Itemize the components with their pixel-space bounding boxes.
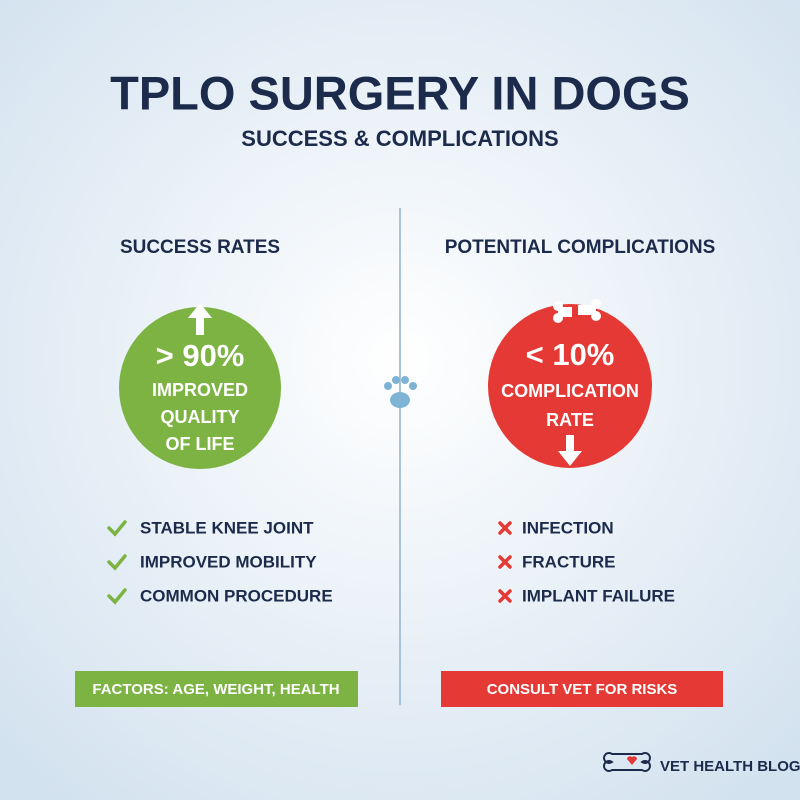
success-label: OF LIFE	[166, 434, 235, 454]
brand-heart	[627, 756, 637, 765]
title: TPLO SURGERY IN DOGS	[110, 66, 690, 119]
success-label: IMPROVED	[152, 380, 248, 400]
brand-logo	[603, 752, 651, 772]
right-heading: POTENTIAL COMPLICATIONS	[445, 237, 716, 258]
left-footer: FACTORS: AGE, WEIGHT, HEALTH	[92, 681, 339, 698]
check-icons	[107, 520, 127, 605]
complication-item: INFECTION	[522, 518, 614, 537]
success-item: COMMON PROCEDURE	[140, 586, 333, 605]
left-heading: SUCCESS RATES	[120, 237, 280, 258]
complication-stat: < 10%	[526, 337, 615, 372]
broken-bone-icon	[553, 299, 601, 323]
up-arrow	[188, 303, 212, 335]
right-footer-bar	[441, 671, 723, 707]
complication-label: RATE	[546, 410, 594, 430]
complication-item: FRACTURE	[522, 552, 616, 571]
subtitle: SUCCESS & COMPLICATIONS	[241, 126, 558, 151]
brand: VET HEALTH BLOG	[660, 758, 800, 775]
success-stat: > 90%	[156, 338, 245, 373]
paw-icon	[384, 376, 417, 408]
cross-icons	[498, 521, 512, 603]
success-circle	[119, 307, 281, 469]
complication-label: COMPLICATION	[501, 381, 639, 401]
down-arrow	[558, 435, 582, 466]
right-footer: CONSULT VET FOR RISKS	[487, 681, 678, 698]
complication-circle	[488, 304, 652, 468]
left-footer-bar	[75, 671, 358, 707]
success-label: QUALITY	[161, 407, 240, 427]
complication-item: IMPLANT FAILURE	[522, 586, 675, 605]
success-item: IMPROVED MOBILITY	[140, 552, 317, 571]
success-item: STABLE KNEE JOINT	[140, 518, 314, 537]
